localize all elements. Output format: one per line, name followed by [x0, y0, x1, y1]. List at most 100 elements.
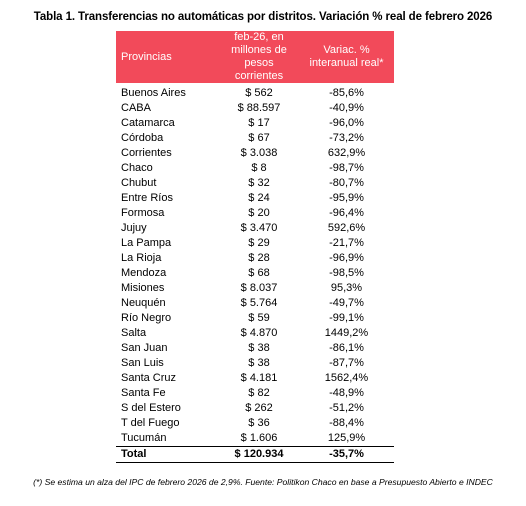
cell-variacion: -87,7% [329, 357, 364, 369]
cell-valor: $ 8.037 [240, 282, 278, 294]
header-valor: feb-26, en millones de pesos corrientes [219, 31, 299, 83]
table-container: Provincias feb-26, en millones de pesos … [116, 31, 394, 463]
cell-provincia: Formosa [121, 207, 165, 219]
cell-variacion: -98,7% [329, 162, 364, 174]
footnote: (*) Se estima un alza del IPC de febrero… [33, 477, 493, 487]
table-row: Corrientes $ 3.038 632,9% [116, 146, 394, 161]
cell-provincia: La Rioja [121, 252, 162, 264]
cell-variacion: 125,9% [327, 432, 366, 444]
cell-provincia: Corrientes [121, 147, 172, 159]
table-header: Provincias feb-26, en millones de pesos … [116, 31, 394, 83]
cell-valor: $ 67 [248, 132, 270, 144]
cell-variacion: -51,2% [329, 402, 364, 414]
cell-variacion: -73,2% [329, 132, 364, 144]
table-row: Chubut $ 32 -80,7% [116, 176, 394, 191]
total-valor: $ 120.934 [219, 446, 299, 463]
cell-provincia: Neuquén [121, 297, 166, 309]
table-row: Entre Ríos $ 24 -95,9% [116, 191, 394, 206]
table-row: Misiones $ 8.037 95,3% [116, 281, 394, 296]
cell-variacion: -95,9% [329, 192, 364, 204]
cell-provincia: Santa Fe [121, 387, 166, 399]
cell-variacion: 1449,2% [324, 327, 369, 339]
cell-variacion: -96,9% [329, 252, 364, 264]
table-row: La Rioja $ 28 -96,9% [116, 251, 394, 266]
cell-provincia: Catamarca [121, 117, 175, 129]
cell-provincia: Chubut [121, 177, 157, 189]
cell-valor: $ 28 [248, 252, 270, 264]
table-body: Buenos Aires $ 562 -85,6% CABA $ 88.597 -40,9… [116, 83, 394, 447]
cell-variacion: -86,1% [329, 342, 364, 354]
table-footer: Total $ 120.934 -35,7% [116, 446, 394, 463]
cell-variacion: 632,9% [327, 147, 366, 159]
cell-provincia: Mendoza [121, 267, 167, 279]
cell-variacion: -99,1% [329, 312, 364, 324]
cell-variacion: -21,7% [329, 237, 364, 249]
cell-provincia: Entre Ríos [121, 192, 173, 204]
table-row: Tucumán $ 1.606 125,9% [116, 431, 394, 447]
cell-valor: $ 4.181 [240, 372, 278, 384]
table-row: Córdoba $ 67 -73,2% [116, 131, 394, 146]
cell-valor: $ 38 [248, 357, 270, 369]
table-row: Jujuy $ 3.470 592,6% [116, 221, 394, 236]
table-row: Santa Fe $ 82 -48,9% [116, 386, 394, 401]
table-row: Neuquén $ 5.764 -49,7% [116, 296, 394, 311]
table-row: S del Estero $ 262 -51,2% [116, 401, 394, 416]
cell-valor: $ 24 [248, 192, 270, 204]
cell-provincia: S del Estero [121, 402, 181, 414]
table-row: CABA $ 88.597 -40,9% [116, 101, 394, 116]
transfers-table: Provincias feb-26, en millones de pesos … [116, 31, 394, 463]
cell-valor: $ 20 [248, 207, 270, 219]
cell-provincia: San Juan [121, 342, 168, 354]
cell-variacion: -88,4% [329, 417, 364, 429]
cell-valor: $ 3.038 [240, 147, 278, 159]
cell-provincia: Chaco [121, 162, 153, 174]
table-row: Catamarca $ 17 -96,0% [116, 116, 394, 131]
total-label: Total [116, 446, 219, 463]
table-row: T del Fuego $ 36 -88,4% [116, 416, 394, 431]
cell-valor: $ 562 [245, 87, 273, 99]
cell-provincia: La Pampa [121, 237, 172, 249]
cell-provincia: Jujuy [121, 222, 147, 234]
cell-valor: $ 4.870 [240, 327, 278, 339]
header-variacion: Variac. % interanual real* [299, 31, 394, 83]
cell-variacion: 95,3% [330, 282, 363, 294]
cell-valor: $ 1.606 [240, 432, 278, 444]
cell-valor: $ 68 [248, 267, 270, 279]
cell-variacion: 592,6% [327, 222, 366, 234]
cell-valor: $ 32 [248, 177, 270, 189]
cell-provincia: T del Fuego [121, 417, 180, 429]
cell-valor: $ 8 [251, 162, 267, 174]
total-row: Total $ 120.934 -35,7% [116, 446, 394, 463]
cell-variacion: -98,5% [329, 267, 364, 279]
cell-variacion: -48,9% [329, 387, 364, 399]
cell-valor: $ 5.764 [240, 297, 278, 309]
total-variacion: -35,7% [299, 446, 394, 463]
cell-valor: $ 29 [248, 237, 270, 249]
table-row: La Pampa $ 29 -21,7% [116, 236, 394, 251]
table-title: Tabla 1. Transferencias no automáticas p… [33, 11, 493, 23]
cell-valor: $ 17 [248, 117, 270, 129]
cell-provincia: Misiones [121, 282, 165, 294]
cell-valor: $ 36 [248, 417, 270, 429]
header-provincias: Provincias [116, 31, 219, 83]
cell-provincia: Santa Cruz [121, 372, 177, 384]
cell-variacion: -49,7% [329, 297, 364, 309]
table-row: Chaco $ 8 -98,7% [116, 161, 394, 176]
cell-provincia: Córdoba [121, 132, 164, 144]
header-row: Provincias feb-26, en millones de pesos … [116, 31, 394, 83]
cell-provincia: Salta [121, 327, 147, 339]
cell-valor: $ 88.597 [237, 102, 281, 114]
cell-variacion: -40,9% [329, 102, 364, 114]
cell-variacion: 1562,4% [324, 372, 369, 384]
table-row: San Luis $ 38 -87,7% [116, 356, 394, 371]
cell-valor: $ 38 [248, 342, 270, 354]
table-row: Buenos Aires $ 562 -85,6% [116, 83, 394, 101]
table-row: Río Negro $ 59 -99,1% [116, 311, 394, 326]
cell-variacion: -80,7% [329, 177, 364, 189]
cell-provincia: Tucumán [121, 432, 167, 444]
table-row: Salta $ 4.870 1449,2% [116, 326, 394, 341]
cell-valor: $ 262 [245, 402, 273, 414]
table-row: San Juan $ 38 -86,1% [116, 341, 394, 356]
cell-provincia: San Luis [121, 357, 164, 369]
table-row: Santa Cruz $ 4.181 1562,4% [116, 371, 394, 386]
